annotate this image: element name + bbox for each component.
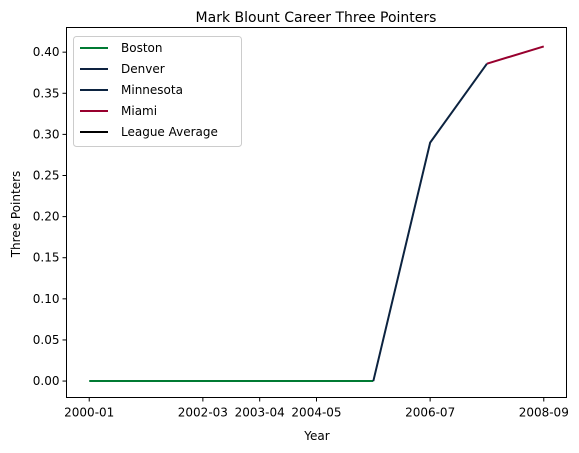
x-tick-label: 2006-07 <box>405 406 455 420</box>
legend-label-league-average: League Average <box>121 125 218 139</box>
y-tick-label: 0.25 <box>33 169 60 183</box>
y-tick-label: 0.05 <box>33 333 60 347</box>
x-tick-label: 2002-03 <box>178 406 228 420</box>
legend-label-miami: Miami <box>121 104 157 118</box>
legend-label-boston: Boston <box>121 41 162 55</box>
x-tick-label: 2003-04 <box>235 406 285 420</box>
x-tick-label: 2000-01 <box>64 406 114 420</box>
x-tick-label: 2004-05 <box>291 406 341 420</box>
series-line-miami <box>487 46 544 63</box>
legend: Boston Denver Minnesota Miami League Average <box>74 37 242 147</box>
x-tick-label: 2008-09 <box>519 406 569 420</box>
series-line-minnesota <box>373 64 487 381</box>
y-tick-label: 0.35 <box>33 86 60 100</box>
y-axis: 0.00 0.05 0.10 0.15 0.20 0.25 0.30 0.35 0.40 <box>33 45 67 388</box>
y-tick-label: 0.20 <box>33 210 60 224</box>
y-tick-label: 0.40 <box>33 45 60 59</box>
y-tick-label: 0.10 <box>33 292 60 306</box>
legend-label-minnesota: Minnesota <box>121 83 183 97</box>
y-axis-label: Three Pointers <box>9 171 23 259</box>
y-tick-label: 0.00 <box>33 374 60 388</box>
legend-label-denver: Denver <box>121 62 165 76</box>
x-axis: 2000-01 2002-03 2003-04 2004-05 2006-07 2008-… <box>64 398 569 420</box>
y-tick-label: 0.15 <box>33 251 60 265</box>
y-tick-label: 0.30 <box>33 127 60 141</box>
chart-title: Mark Blount Career Three Pointers <box>196 10 437 26</box>
x-axis-label: Year <box>303 429 329 443</box>
